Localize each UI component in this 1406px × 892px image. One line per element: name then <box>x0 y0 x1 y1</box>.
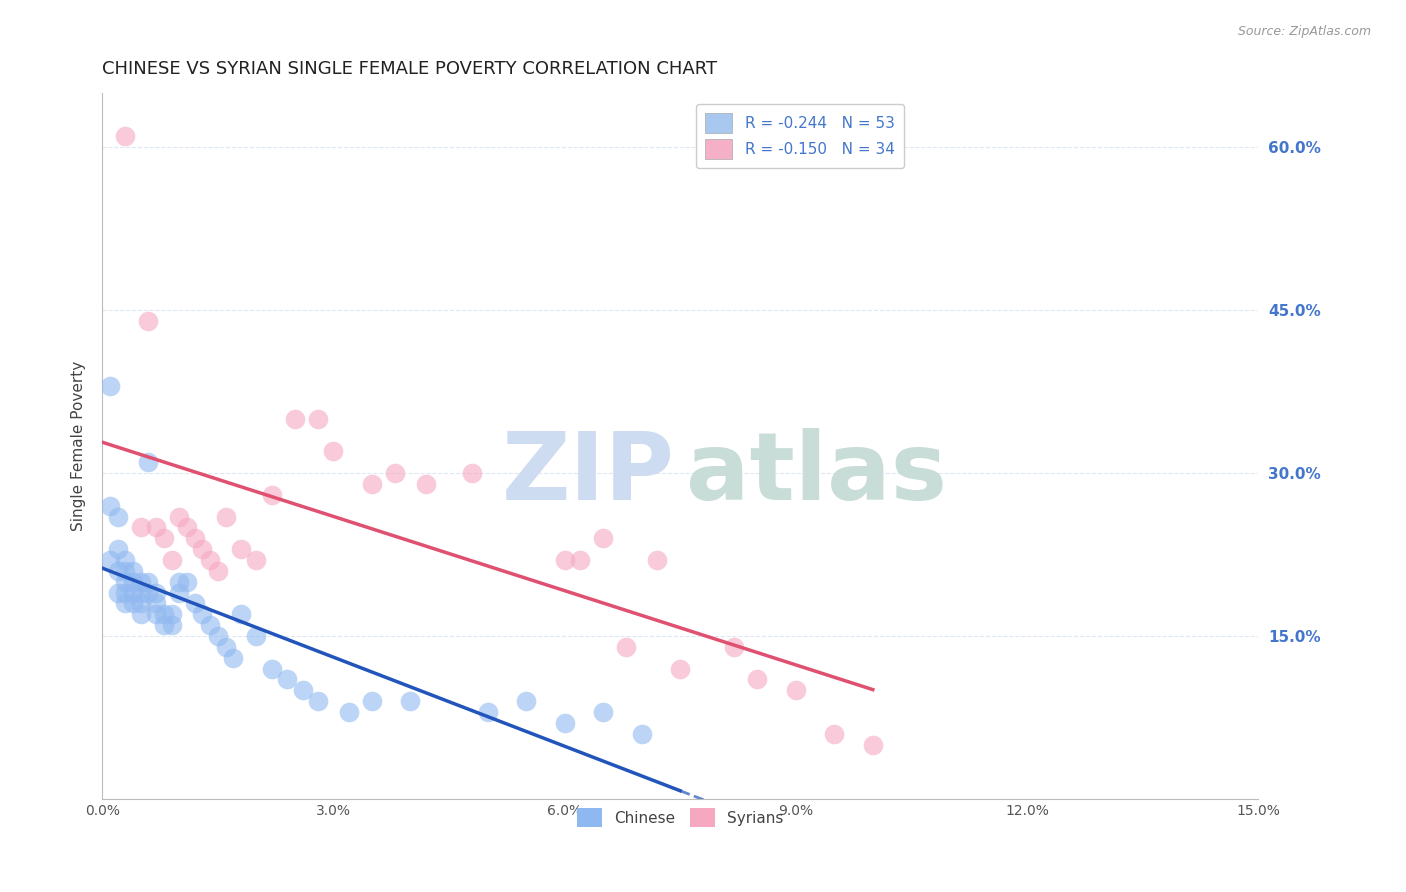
Point <box>198 553 221 567</box>
Point <box>592 531 614 545</box>
Point <box>592 705 614 719</box>
Point <box>614 640 637 654</box>
Point <box>198 618 221 632</box>
Point <box>214 509 236 524</box>
Point <box>98 379 121 393</box>
Point <box>276 673 298 687</box>
Point <box>207 564 229 578</box>
Point <box>169 585 191 599</box>
Point <box>107 542 129 557</box>
Point <box>260 488 283 502</box>
Point <box>307 411 329 425</box>
Text: ZIP: ZIP <box>502 428 675 520</box>
Point <box>669 661 692 675</box>
Point <box>114 596 136 610</box>
Point <box>260 661 283 675</box>
Point <box>138 574 160 589</box>
Point <box>361 477 384 491</box>
Point <box>169 509 191 524</box>
Text: Source: ZipAtlas.com: Source: ZipAtlas.com <box>1237 25 1371 38</box>
Point <box>554 715 576 730</box>
Point <box>122 564 145 578</box>
Point <box>129 607 152 622</box>
Point <box>98 499 121 513</box>
Point <box>222 650 245 665</box>
Point <box>153 618 176 632</box>
Point <box>138 314 160 328</box>
Point <box>569 553 592 567</box>
Point <box>245 629 267 643</box>
Point <box>337 705 360 719</box>
Point <box>169 574 191 589</box>
Legend: Chinese, Syrians: Chinese, Syrians <box>571 802 789 833</box>
Point <box>114 585 136 599</box>
Text: atlas: atlas <box>686 428 946 520</box>
Point <box>138 585 160 599</box>
Point <box>114 553 136 567</box>
Point <box>723 640 745 654</box>
Point <box>107 564 129 578</box>
Point <box>191 607 214 622</box>
Point <box>461 466 484 480</box>
Point <box>415 477 437 491</box>
Point <box>114 574 136 589</box>
Point <box>291 683 314 698</box>
Point <box>138 455 160 469</box>
Point <box>322 444 344 458</box>
Point <box>145 585 167 599</box>
Point <box>229 607 252 622</box>
Point <box>399 694 422 708</box>
Point <box>160 553 183 567</box>
Point <box>122 596 145 610</box>
Point <box>747 673 769 687</box>
Point <box>176 574 198 589</box>
Point <box>554 553 576 567</box>
Point <box>214 640 236 654</box>
Y-axis label: Single Female Poverty: Single Female Poverty <box>72 360 86 531</box>
Point <box>245 553 267 567</box>
Point <box>129 574 152 589</box>
Point <box>384 466 406 480</box>
Point <box>153 531 176 545</box>
Point <box>785 683 807 698</box>
Point <box>307 694 329 708</box>
Point <box>98 553 121 567</box>
Point <box>284 411 307 425</box>
Point <box>207 629 229 643</box>
Point <box>114 129 136 144</box>
Point <box>160 607 183 622</box>
Point <box>122 585 145 599</box>
Point <box>862 738 884 752</box>
Point <box>129 585 152 599</box>
Point <box>153 607 176 622</box>
Point <box>114 564 136 578</box>
Point <box>229 542 252 557</box>
Point <box>361 694 384 708</box>
Point <box>160 618 183 632</box>
Point <box>630 727 652 741</box>
Point <box>129 520 152 534</box>
Point <box>129 596 152 610</box>
Point <box>477 705 499 719</box>
Text: CHINESE VS SYRIAN SINGLE FEMALE POVERTY CORRELATION CHART: CHINESE VS SYRIAN SINGLE FEMALE POVERTY … <box>103 60 717 78</box>
Point <box>183 596 205 610</box>
Point <box>122 574 145 589</box>
Point <box>145 607 167 622</box>
Point <box>145 596 167 610</box>
Point <box>645 553 668 567</box>
Point <box>176 520 198 534</box>
Point <box>191 542 214 557</box>
Point <box>515 694 537 708</box>
Point <box>107 509 129 524</box>
Point <box>107 585 129 599</box>
Point <box>183 531 205 545</box>
Point <box>145 520 167 534</box>
Point <box>823 727 845 741</box>
